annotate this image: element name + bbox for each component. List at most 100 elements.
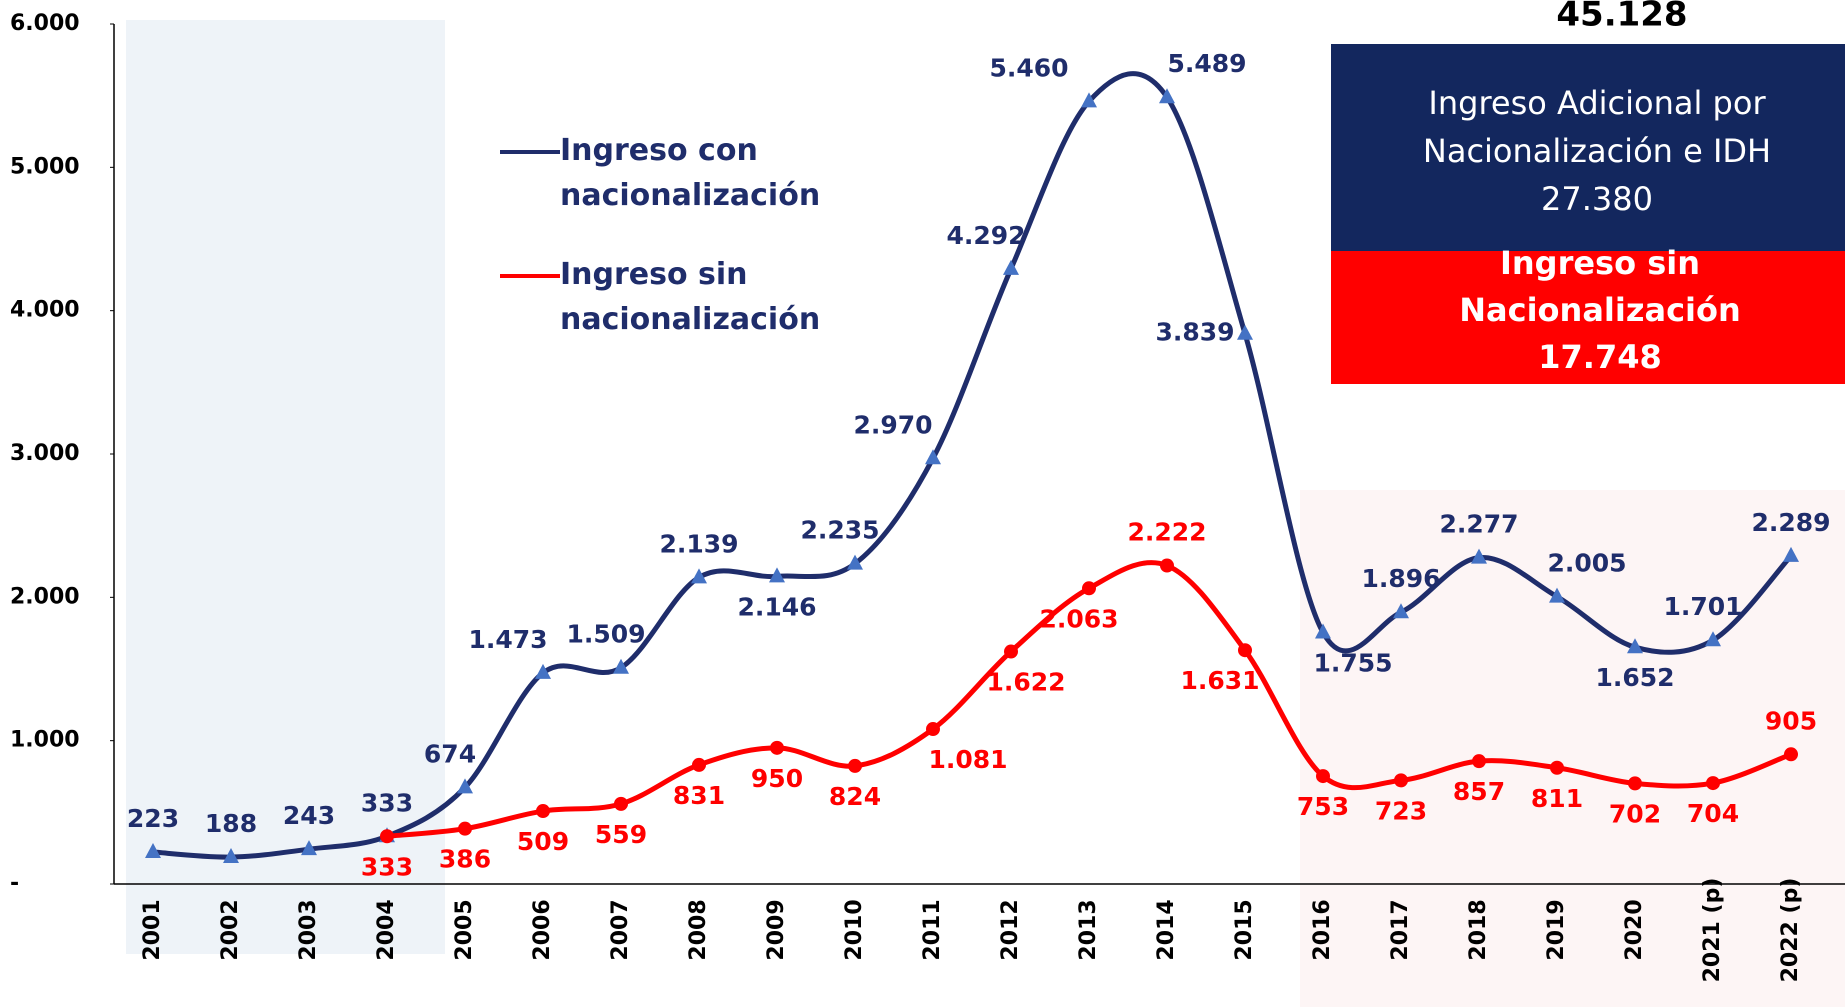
data-label: 4.292 xyxy=(946,221,1025,250)
legend-key xyxy=(500,274,560,278)
x-tick-label: 2020 xyxy=(1622,899,1647,960)
data-label: 905 xyxy=(1765,706,1817,735)
data-label: 333 xyxy=(361,788,413,817)
x-tick-label: 2012 xyxy=(998,899,1023,960)
data-label: 2.146 xyxy=(737,592,816,621)
data-label: 559 xyxy=(595,820,647,849)
y-tick-label: 1.000 xyxy=(10,728,80,753)
data-label: 1.896 xyxy=(1361,564,1440,593)
data-label: 824 xyxy=(829,782,881,811)
marker xyxy=(1472,754,1486,768)
data-label: 2.289 xyxy=(1751,508,1830,537)
data-label: 3.839 xyxy=(1155,318,1234,347)
y-tick-label: 2.000 xyxy=(10,584,80,609)
marker xyxy=(1784,747,1798,761)
y-tick-label: 4.000 xyxy=(10,298,80,323)
x-tick-label: 2006 xyxy=(530,899,555,960)
marker xyxy=(1706,776,1720,790)
y-tick-label: 6.000 xyxy=(10,11,80,36)
data-label: 333 xyxy=(361,852,413,881)
x-tick-label: 2016 xyxy=(1310,899,1335,960)
data-label: 5.460 xyxy=(989,53,1068,82)
page: - 1.000 2.000 3.000 4.000 5.000 6.000 2001 2002 2… xyxy=(0,0,1845,1007)
marker xyxy=(536,804,550,818)
data-label: 1.473 xyxy=(468,625,547,654)
data-label: 702 xyxy=(1609,799,1661,828)
marker xyxy=(926,722,940,736)
legend-label: Ingreso con nacionalización xyxy=(560,133,820,213)
y-tick-label: 3.000 xyxy=(10,441,80,466)
data-label: 1.701 xyxy=(1663,592,1742,621)
x-tick-label: 2013 xyxy=(1076,899,1101,960)
data-label: 2.005 xyxy=(1547,549,1626,578)
data-label: 223 xyxy=(127,804,179,833)
data-label: 674 xyxy=(424,739,476,768)
data-label: 1.755 xyxy=(1313,648,1392,677)
legend-key xyxy=(500,150,560,154)
marker xyxy=(1394,773,1408,787)
marker xyxy=(770,741,784,755)
marker xyxy=(380,829,394,843)
x-tick-label: 2021 (p) xyxy=(1700,878,1725,983)
x-tick-label: 2015 xyxy=(1232,899,1257,960)
data-label: 188 xyxy=(205,809,257,838)
legend-entry: Ingreso sin nacionalización xyxy=(500,252,900,342)
y-tick-label: 5.000 xyxy=(10,154,80,179)
box-text: Ingreso Adicional por xyxy=(1428,84,1766,122)
data-label: 1.081 xyxy=(928,745,1007,774)
data-label: 753 xyxy=(1297,792,1349,821)
marker xyxy=(1004,645,1018,659)
data-label: 2.139 xyxy=(659,529,738,558)
y-tick-label: - xyxy=(10,871,19,896)
legend-label: Ingreso sin nacionalización xyxy=(560,257,820,337)
data-label: 831 xyxy=(673,781,725,810)
data-label: 5.489 xyxy=(1167,49,1246,78)
marker xyxy=(1316,769,1330,783)
data-label: 811 xyxy=(1531,784,1583,813)
data-label: 2.970 xyxy=(853,410,932,439)
data-label: 2.063 xyxy=(1039,604,1118,633)
marker xyxy=(1628,776,1642,790)
x-tick-label: 2004 xyxy=(374,899,399,960)
data-label: 1.622 xyxy=(986,668,1065,697)
x-tick-label: 2002 xyxy=(218,899,243,960)
marker xyxy=(458,822,472,836)
box-text: Nacionalización xyxy=(1459,291,1741,329)
marker xyxy=(1160,559,1174,573)
chart: - 1.000 2.000 3.000 4.000 5.000 6.000 2001 2002 2… xyxy=(0,0,1845,1007)
x-tick-label: 2010 xyxy=(842,899,867,960)
box-text: Nacionalización e IDH xyxy=(1423,132,1771,170)
data-label: 950 xyxy=(751,764,803,793)
x-tick-label: 2018 xyxy=(1466,899,1491,960)
x-tick-label: 2014 xyxy=(1154,899,1179,960)
x-tick-label: 2019 xyxy=(1544,899,1569,960)
box-text: 17.748 xyxy=(1538,338,1661,376)
data-label: 2.235 xyxy=(800,516,879,545)
marker xyxy=(692,758,706,772)
x-tick-label: 2005 xyxy=(452,899,477,960)
x-tick-label: 2017 xyxy=(1388,899,1413,960)
data-label: 386 xyxy=(439,845,491,874)
data-label: 1.631 xyxy=(1180,666,1259,695)
data-label: 2.277 xyxy=(1439,510,1518,539)
box-text: 27.380 xyxy=(1541,180,1653,218)
data-label: 1.652 xyxy=(1595,663,1674,692)
marker xyxy=(1238,643,1252,657)
marker xyxy=(1237,325,1253,340)
x-tick-label: 2007 xyxy=(608,899,633,960)
data-label: 1.509 xyxy=(566,620,645,649)
x-tick-label: 2001 xyxy=(140,899,165,960)
box-text: Ingreso sin xyxy=(1500,244,1700,282)
x-tick-label: 2003 xyxy=(296,899,321,960)
legend-entry: Ingreso con nacionalización xyxy=(500,128,900,218)
x-tick-label: 2008 xyxy=(686,899,711,960)
marker xyxy=(848,759,862,773)
data-label: 2.222 xyxy=(1127,518,1206,547)
data-label: 509 xyxy=(517,827,569,856)
x-tick-label: 2009 xyxy=(764,899,789,960)
total-label: 45.128 xyxy=(1556,0,1687,35)
data-label: 704 xyxy=(1687,799,1739,828)
data-label: 723 xyxy=(1375,796,1427,825)
data-label: 243 xyxy=(283,801,335,830)
x-tick-label: 2022 (p) xyxy=(1778,878,1803,983)
